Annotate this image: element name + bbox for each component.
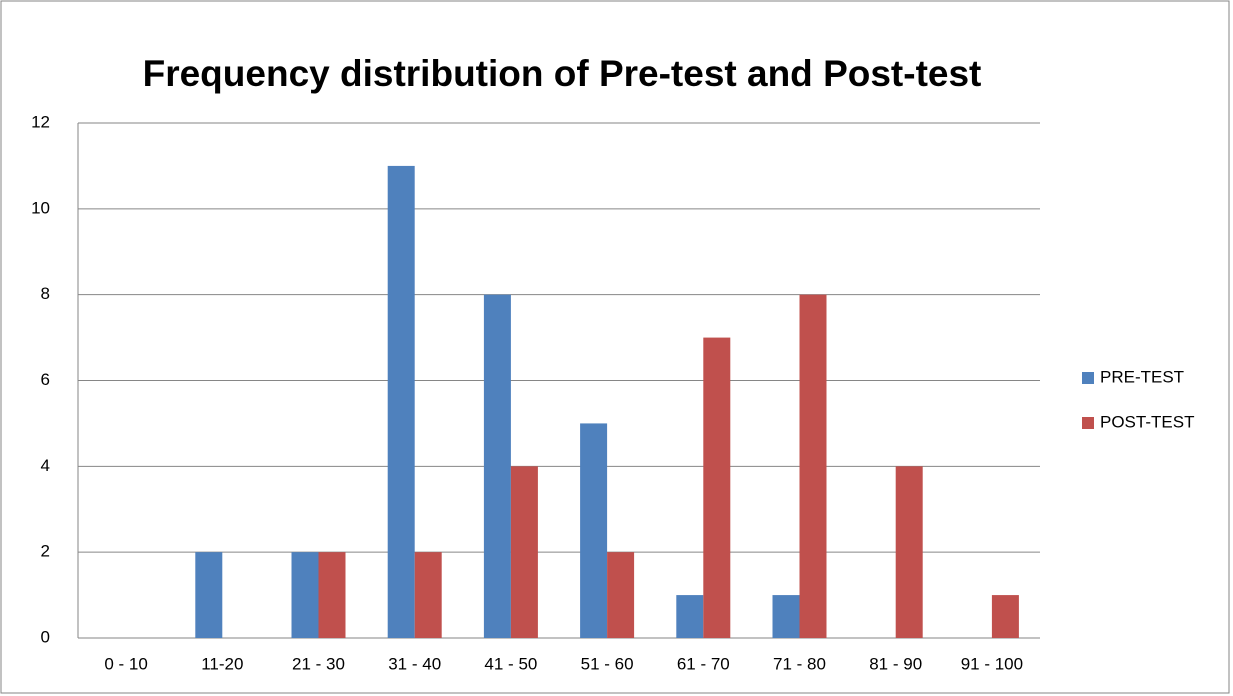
bar bbox=[510, 466, 538, 638]
bar bbox=[414, 552, 442, 638]
x-tick-label: 11-20 bbox=[201, 654, 243, 673]
legend-swatch bbox=[1082, 372, 1094, 384]
legend-label: PRE-TEST bbox=[1100, 367, 1184, 386]
y-tick-label: 10 bbox=[31, 198, 50, 217]
x-tick-label: 91 - 100 bbox=[961, 654, 1023, 673]
legend-swatch bbox=[1082, 417, 1094, 429]
bar bbox=[703, 337, 731, 638]
x-tick-label: 61 - 70 bbox=[677, 654, 730, 673]
x-tick-label: 51 - 60 bbox=[581, 654, 634, 673]
x-tick-label: 0 - 10 bbox=[104, 654, 147, 673]
bar bbox=[991, 595, 1019, 638]
bar bbox=[676, 595, 704, 638]
x-tick-label: 21 - 30 bbox=[292, 654, 345, 673]
bar bbox=[291, 552, 319, 638]
bar bbox=[195, 552, 223, 638]
bar bbox=[580, 423, 608, 638]
bar bbox=[799, 294, 827, 638]
bar bbox=[387, 165, 415, 638]
x-tick-label: 81 - 90 bbox=[869, 654, 922, 673]
x-tick-label: 41 - 50 bbox=[484, 654, 537, 673]
chart-title: Frequency distribution of Pre-test and P… bbox=[143, 53, 982, 94]
x-tick-label: 31 - 40 bbox=[388, 654, 441, 673]
y-tick-label: 6 bbox=[41, 370, 50, 389]
x-tick-label: 71 - 80 bbox=[773, 654, 826, 673]
bar bbox=[483, 294, 511, 638]
legend-label: POST-TEST bbox=[1100, 412, 1194, 431]
y-tick-label: 0 bbox=[41, 627, 50, 646]
y-tick-label: 12 bbox=[31, 112, 50, 131]
y-tick-label: 4 bbox=[41, 456, 50, 475]
bar bbox=[772, 595, 800, 638]
bar bbox=[318, 552, 346, 638]
bar bbox=[607, 552, 635, 638]
y-tick-label: 8 bbox=[41, 284, 50, 303]
y-tick-label: 2 bbox=[41, 542, 50, 561]
bar bbox=[895, 466, 923, 638]
